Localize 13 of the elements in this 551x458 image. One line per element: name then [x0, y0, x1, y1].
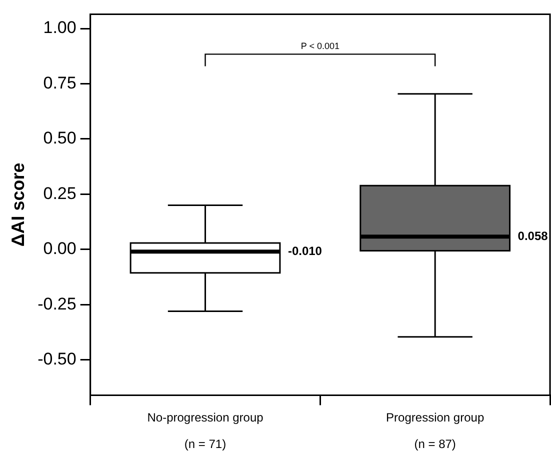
- y-tick-label: 0.75: [43, 73, 76, 92]
- y-tick-label: -0.50: [38, 350, 76, 369]
- annotation: P < 0.001: [300, 41, 340, 52]
- y-tick-label: 0.50: [43, 128, 76, 148]
- y-tick-label: 1.00: [43, 18, 76, 38]
- y-tick-label: 0.25: [43, 184, 76, 203]
- x-tick-label: No-progression group (n = 71): [147, 410, 264, 452]
- y-tick-label: -0.25: [38, 294, 76, 314]
- y-axis-title: ΔAI score: [8, 162, 28, 247]
- x-tick-label: Progression group (n = 87): [386, 410, 484, 452]
- text: 0.058: [518, 228, 548, 243]
- text: -0.010: [288, 244, 322, 258]
- y-tick-label: 0.00: [43, 239, 76, 258]
